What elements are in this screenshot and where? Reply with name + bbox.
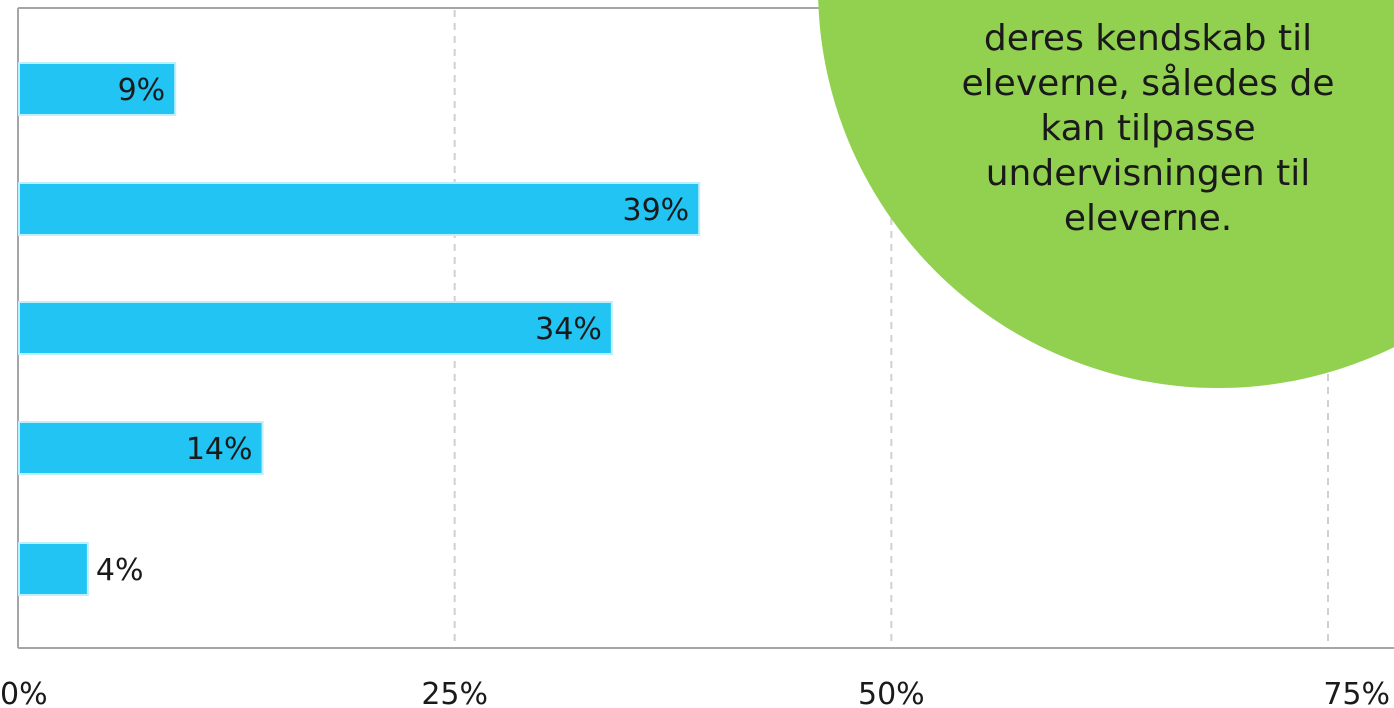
bar-3 [18, 421, 264, 475]
bar-value-label-1: 39% [623, 193, 690, 228]
x-tick-label-0: 0% [0, 677, 48, 708]
bar-1 [18, 182, 701, 236]
bar-value-label-4: 4% [96, 553, 144, 588]
x-tick-label-2: 50% [858, 677, 925, 708]
x-tick-label-3: 75% [1323, 677, 1390, 708]
bar-value-label-2: 34% [535, 312, 602, 347]
x-tick-label-1: 25% [421, 677, 488, 708]
bar-2 [18, 301, 613, 355]
bar-value-label-0: 9% [118, 73, 166, 108]
bar-value-label-3: 14% [186, 432, 253, 467]
bar-4 [18, 542, 89, 596]
callout-text: deres kendskab til eleverne, således de … [961, 18, 1335, 239]
bar-0 [18, 62, 177, 116]
